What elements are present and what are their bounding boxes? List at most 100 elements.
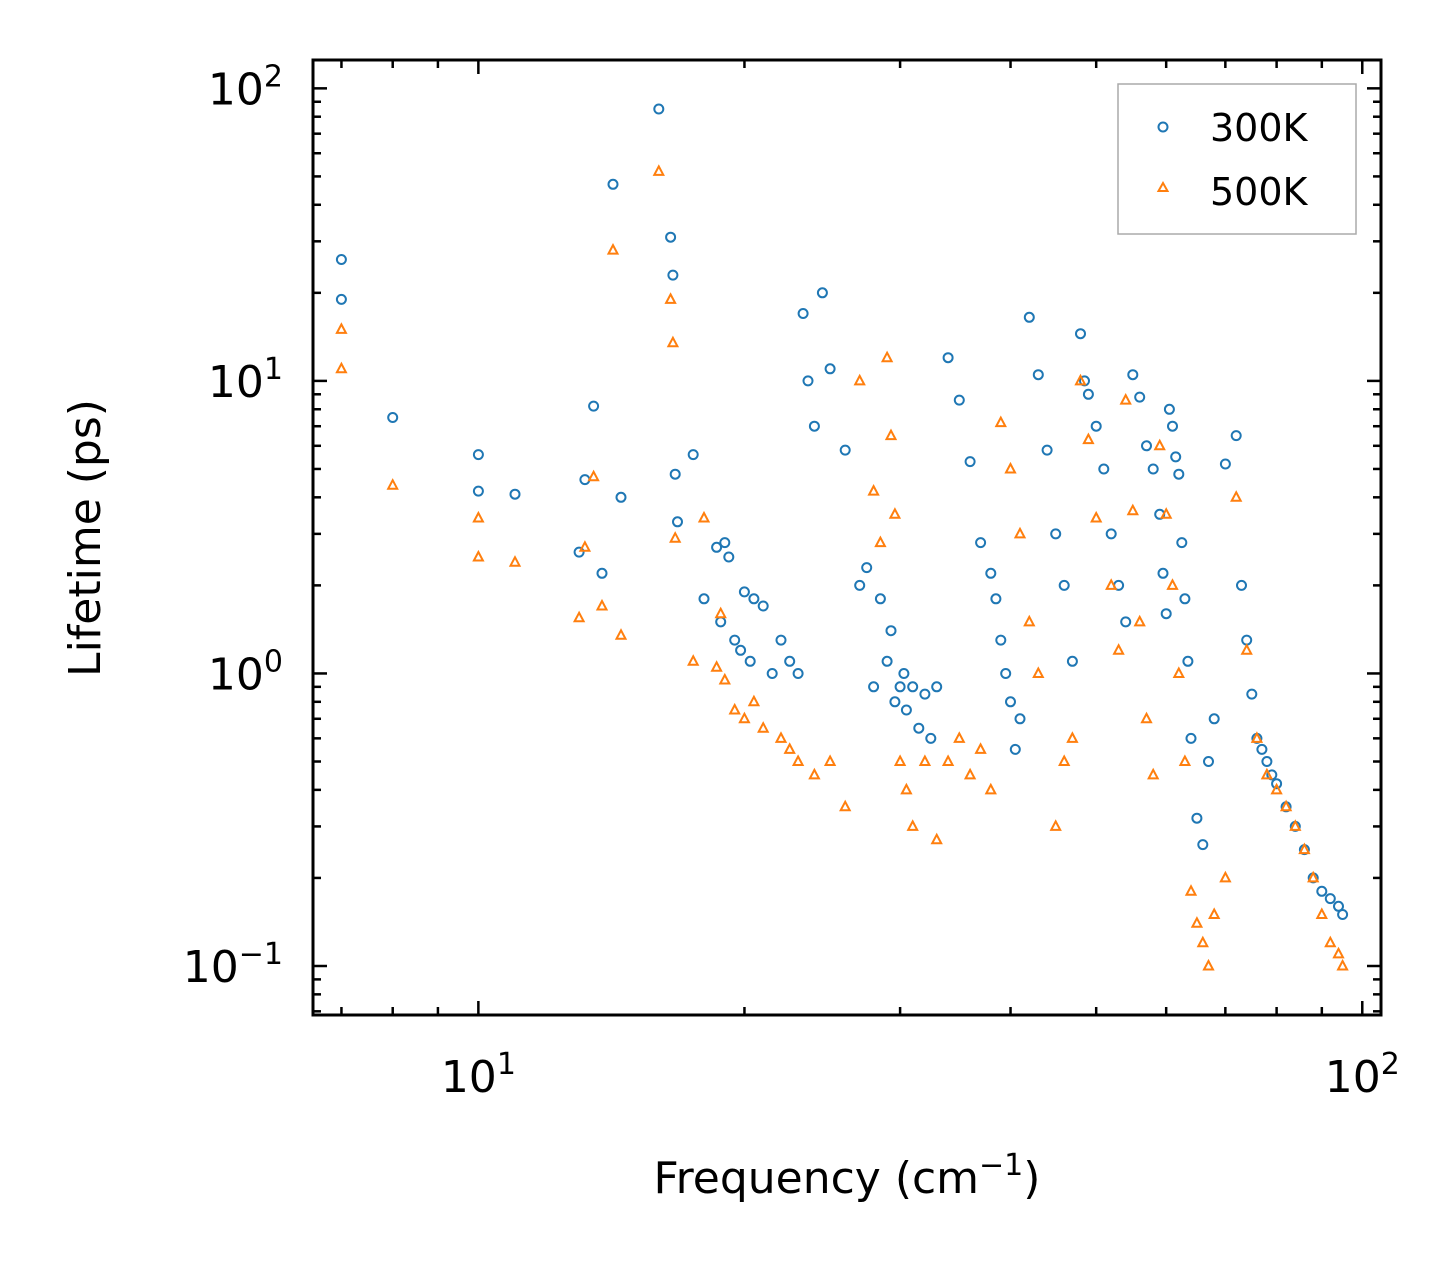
data-point-500k bbox=[697, 510, 711, 523]
y-axis-title: Lifetime (ps) bbox=[60, 399, 111, 677]
data-point-300k bbox=[1105, 528, 1117, 540]
data-point-300k bbox=[1127, 369, 1139, 381]
data-point-300k bbox=[797, 308, 809, 319]
data-point-300k bbox=[711, 541, 723, 553]
data-point-500k bbox=[1140, 711, 1153, 724]
data-point-500k bbox=[572, 610, 586, 623]
data-point-500k bbox=[666, 335, 680, 348]
data-point-300k bbox=[669, 468, 681, 480]
data-point-300k bbox=[942, 352, 954, 364]
data-point-300k bbox=[1256, 743, 1268, 755]
data-point-300k bbox=[472, 485, 484, 497]
data-point-500k bbox=[906, 819, 919, 831]
data-point-300k bbox=[839, 444, 851, 456]
data-point-300k bbox=[792, 668, 804, 679]
data-point-300k bbox=[653, 103, 665, 115]
data-point-500k bbox=[386, 478, 399, 490]
data-point-300k bbox=[387, 412, 399, 423]
data-point-300k bbox=[907, 681, 919, 693]
data-point-500k bbox=[1090, 510, 1103, 523]
data-point-300k bbox=[816, 287, 828, 299]
data-point-500k bbox=[880, 350, 894, 363]
data-point-300k bbox=[953, 394, 965, 406]
data-point-300k bbox=[889, 696, 901, 708]
data-point-500k bbox=[1196, 935, 1209, 948]
points-layer bbox=[335, 103, 1349, 971]
data-point-500k bbox=[918, 754, 932, 766]
data-point-500k bbox=[808, 767, 821, 780]
data-point-300k bbox=[672, 516, 683, 528]
data-point-300k bbox=[874, 593, 886, 605]
data-point-300k bbox=[913, 722, 925, 734]
data-point-300k bbox=[1082, 388, 1094, 400]
data-point-500k bbox=[1147, 767, 1160, 780]
data-point-500k bbox=[1298, 842, 1311, 855]
data-point-300k bbox=[1005, 696, 1016, 708]
data-point-500k bbox=[714, 606, 727, 619]
data-point-500k bbox=[941, 754, 955, 766]
data-point-500k bbox=[1172, 666, 1185, 678]
data-point-500k bbox=[953, 731, 966, 743]
data-point-500k bbox=[1058, 754, 1071, 766]
data-point-300k bbox=[990, 593, 1002, 605]
data-point-500k bbox=[874, 535, 887, 548]
data-point-300k bbox=[900, 704, 912, 716]
data-point-300k bbox=[854, 579, 866, 591]
data-point-500k bbox=[1270, 782, 1283, 795]
data-point-300k bbox=[1000, 668, 1012, 679]
data-point-300k bbox=[1185, 732, 1197, 744]
data-point-500k bbox=[1307, 870, 1320, 883]
data-point-500k bbox=[1202, 958, 1215, 971]
data-point-300k bbox=[1316, 885, 1328, 897]
data-point-300k bbox=[1324, 893, 1336, 905]
data-point-500k bbox=[614, 628, 628, 640]
data-point-500k bbox=[1105, 578, 1118, 590]
data-point-500k bbox=[888, 507, 902, 519]
data-point-500k bbox=[1219, 870, 1232, 883]
data-point-300k bbox=[735, 644, 747, 656]
data-point-300k bbox=[335, 293, 347, 305]
data-point-300k bbox=[1009, 743, 1021, 755]
y-tick-label-1: 100 bbox=[208, 644, 283, 700]
y-tick-label-10: 101 bbox=[208, 352, 283, 408]
data-point-500k bbox=[1178, 754, 1192, 766]
data-point-500k bbox=[1166, 578, 1179, 590]
data-point-300k bbox=[1261, 756, 1273, 767]
data-point-500k bbox=[738, 711, 751, 724]
data-point-300k bbox=[964, 456, 976, 468]
data-point-500k bbox=[1208, 907, 1221, 919]
data-point-500k bbox=[974, 742, 987, 754]
data-point-500k bbox=[669, 531, 682, 543]
data-point-500k bbox=[710, 660, 723, 672]
data-point-300k bbox=[975, 537, 987, 549]
x-axis-title: Frequency (cm−1) bbox=[654, 1148, 1041, 1204]
data-point-500k bbox=[884, 428, 898, 441]
data-point-500k bbox=[728, 702, 741, 715]
data-point-300k bbox=[1176, 537, 1188, 549]
data-point-300k bbox=[1236, 579, 1247, 591]
data-point-300k bbox=[573, 546, 585, 558]
data-point-500k bbox=[472, 549, 485, 562]
data-point-300k bbox=[1271, 778, 1283, 790]
data-point-300k bbox=[1090, 420, 1102, 432]
x-tick-label-10: 101 bbox=[441, 1047, 516, 1103]
data-point-300k bbox=[1230, 430, 1242, 442]
y-tick-label-0.1: 10−1 bbox=[183, 937, 283, 993]
data-point-300k bbox=[808, 420, 820, 432]
data-point-500k bbox=[1119, 392, 1132, 405]
data-point-300k bbox=[1023, 311, 1035, 323]
data-point-500k bbox=[853, 373, 866, 386]
data-point-500k bbox=[1153, 438, 1166, 451]
data-point-500k bbox=[757, 721, 770, 733]
data-point-500k bbox=[1013, 526, 1027, 539]
data-point-300k bbox=[995, 634, 1007, 646]
data-point-500k bbox=[1082, 432, 1095, 445]
data-point-500k bbox=[1049, 819, 1062, 831]
data-point-300k bbox=[1191, 812, 1203, 824]
data-point-300k bbox=[1075, 328, 1086, 340]
data-point-300k bbox=[1160, 608, 1172, 620]
data-point-500k bbox=[1004, 461, 1017, 474]
data-point-300k bbox=[665, 231, 677, 243]
data-point-500k bbox=[783, 742, 796, 754]
